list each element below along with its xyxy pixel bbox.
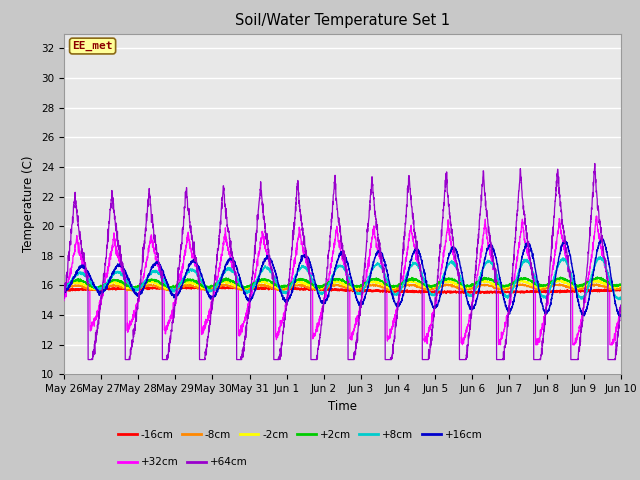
Title: Soil/Water Temperature Set 1: Soil/Water Temperature Set 1	[235, 13, 450, 28]
Text: EE_met: EE_met	[72, 41, 113, 51]
Y-axis label: Temperature (C): Temperature (C)	[22, 156, 35, 252]
X-axis label: Time: Time	[328, 400, 357, 413]
Legend: +32cm, +64cm: +32cm, +64cm	[114, 453, 252, 471]
